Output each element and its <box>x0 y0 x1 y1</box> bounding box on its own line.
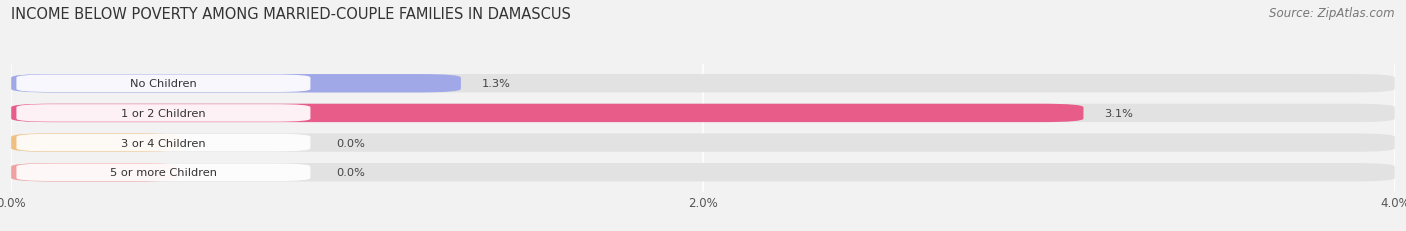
FancyBboxPatch shape <box>17 164 311 181</box>
Text: INCOME BELOW POVERTY AMONG MARRIED-COUPLE FAMILIES IN DAMASCUS: INCOME BELOW POVERTY AMONG MARRIED-COUPL… <box>11 7 571 22</box>
FancyBboxPatch shape <box>17 134 311 152</box>
Text: 3.1%: 3.1% <box>1104 108 1133 119</box>
FancyBboxPatch shape <box>11 134 1395 152</box>
FancyBboxPatch shape <box>11 134 179 152</box>
FancyBboxPatch shape <box>17 105 311 122</box>
Text: Source: ZipAtlas.com: Source: ZipAtlas.com <box>1270 7 1395 20</box>
FancyBboxPatch shape <box>11 75 461 93</box>
FancyBboxPatch shape <box>11 104 1084 123</box>
FancyBboxPatch shape <box>11 75 1395 93</box>
FancyBboxPatch shape <box>11 104 1395 123</box>
Text: No Children: No Children <box>131 79 197 89</box>
Text: 0.0%: 0.0% <box>336 138 366 148</box>
FancyBboxPatch shape <box>11 163 1395 182</box>
Text: 3 or 4 Children: 3 or 4 Children <box>121 138 205 148</box>
FancyBboxPatch shape <box>11 163 179 182</box>
Text: 1.3%: 1.3% <box>482 79 510 89</box>
Text: 5 or more Children: 5 or more Children <box>110 167 217 177</box>
FancyBboxPatch shape <box>17 75 311 93</box>
Text: 1 or 2 Children: 1 or 2 Children <box>121 108 205 119</box>
Text: 0.0%: 0.0% <box>336 167 366 177</box>
